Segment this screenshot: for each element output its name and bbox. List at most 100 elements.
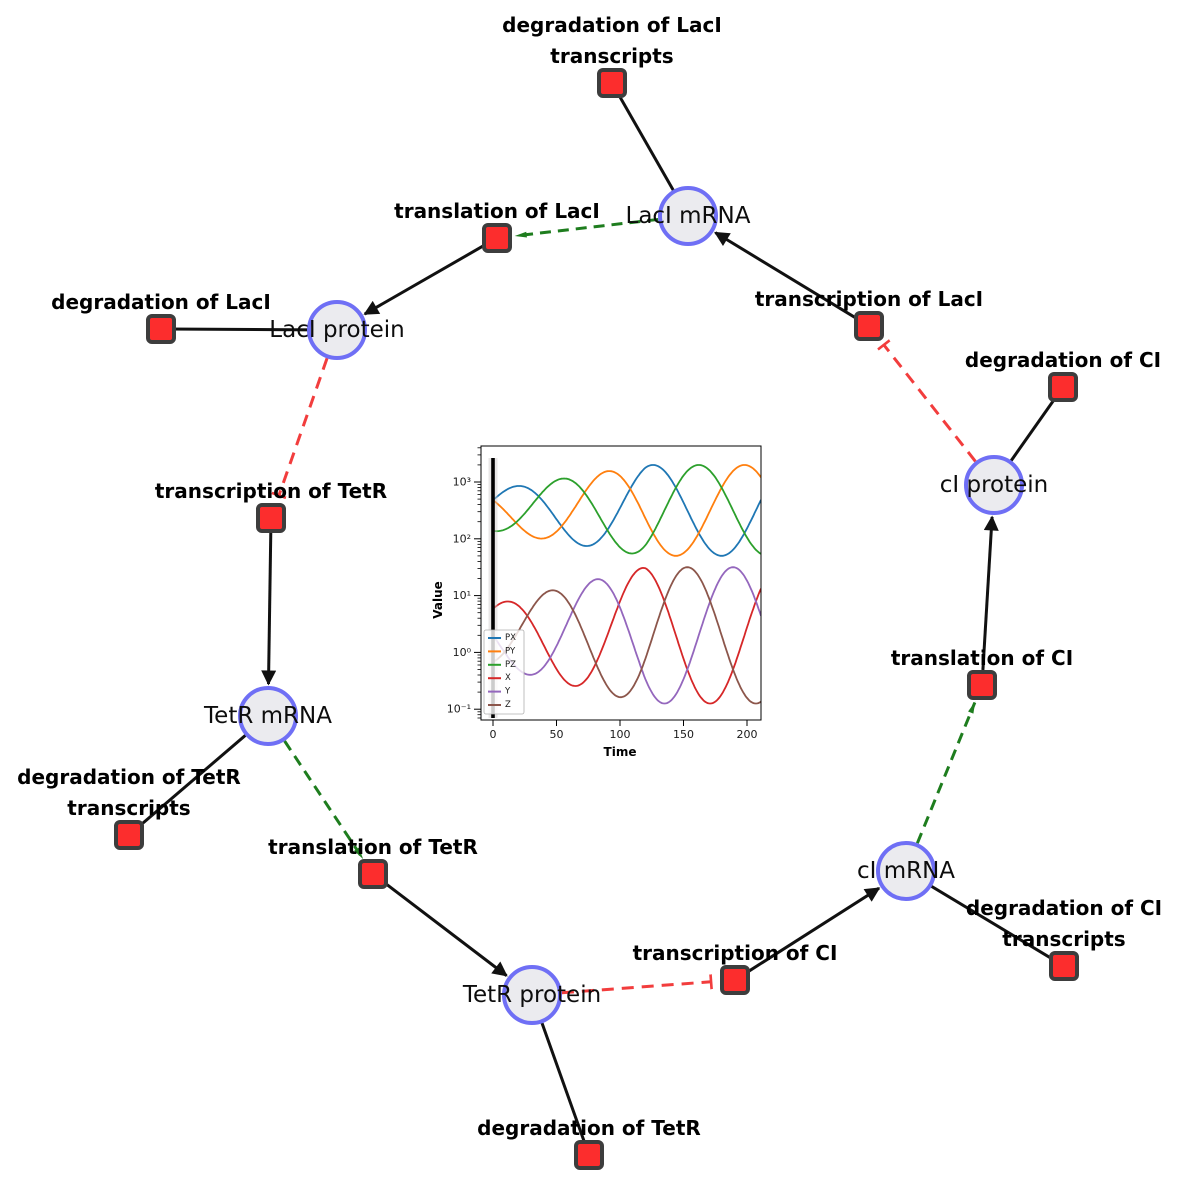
species-node-cI-mRNA[interactable]	[876, 841, 936, 901]
species-node-lacI-mRNA[interactable]	[658, 186, 718, 246]
reaction-square-icon	[482, 223, 512, 253]
edge-line-tetR-protein-to-degradation-of-tetR	[532, 999, 589, 1151]
reaction-label-degradation-of-lacI-transcripts-line0: degradation of LacI	[502, 13, 722, 37]
species-label-lacI-protein: LacI protein	[269, 317, 404, 343]
reaction-node-translation-of-tetR[interactable]	[358, 859, 388, 889]
series-curve-PZ	[492, 464, 761, 555]
legend-label-X: X	[505, 673, 511, 683]
reaction-label-degradation-of-tetR-transcripts-line0: degradation of TetR	[17, 765, 241, 789]
edge-inhibition-tetR-protein-to-transcription-of-cI	[561, 974, 713, 995]
reaction-square-icon	[256, 503, 286, 533]
legend-box	[483, 629, 525, 715]
y-tick-label: 10¹	[453, 589, 471, 602]
species-node-tetR-mRNA[interactable]	[238, 686, 298, 746]
edge-arrow-transcription-of-lacI-to-lacI-mRNA	[714, 231, 857, 320]
reaction-label-degradation-of-lacI-line0: degradation of LacI	[51, 290, 271, 314]
legend-label-PZ: PZ	[505, 660, 516, 670]
y-tick-label: 10⁰	[453, 646, 472, 659]
y-tick-label: 10²	[453, 532, 471, 545]
species-circle-icon	[964, 455, 1024, 515]
series-curve-PY	[492, 464, 761, 557]
reaction-label-degradation-of-cI-transcripts-line1: transcripts	[1002, 927, 1125, 951]
x-tick-label: 150	[673, 728, 694, 741]
edge-activation-cI-mRNA-to-translation-of-cI	[915, 701, 977, 844]
reaction-node-degradation-of-cI[interactable]	[1048, 372, 1078, 402]
reaction-label-transcription-of-lacI-line0: transcription of LacI	[755, 287, 983, 311]
labels-layer: degradation of LacI transcripts translatio…	[17, 13, 1162, 1140]
reaction-label-degradation-of-lacI-transcripts-line1: transcripts	[550, 44, 673, 68]
reaction-label-translation-of-cI-line0: translation of CI	[891, 646, 1073, 670]
series-curve-X	[492, 566, 761, 705]
reaction-label-degradation-of-tetR-transcripts-line1: transcripts	[67, 796, 190, 820]
edge-arrow-transcription-of-tetR-to-tetR-mRNA	[261, 532, 277, 686]
reaction-label-translation-of-tetR-line0: translation of TetR	[268, 835, 478, 859]
reaction-label-translation-of-lacI-line0: translation of LacI	[394, 199, 600, 223]
reaction-square-icon	[574, 1140, 604, 1170]
reaction-node-degradation-of-tetR-transcripts[interactable]	[114, 820, 144, 850]
reaction-label-degradation-of-tetR-line0: degradation of TetR	[477, 1116, 701, 1140]
reaction-square-icon	[720, 965, 750, 995]
reaction-square-icon	[1048, 372, 1078, 402]
series-curve-PX	[492, 464, 761, 557]
reaction-node-transcription-of-cI[interactable]	[720, 965, 750, 995]
axes-box	[480, 445, 762, 721]
species-circle-icon	[502, 965, 562, 1025]
series-curve-Z	[492, 566, 761, 705]
y-tick-label: 10⁻¹	[447, 703, 471, 716]
species-circle-icon	[658, 186, 718, 246]
reaction-square-icon	[854, 311, 884, 341]
reaction-label-transcription-of-cI-line0: transcription of CI	[633, 941, 838, 965]
edge-line-lacI-protein-to-degradation-of-lacI	[165, 327, 333, 332]
reaction-node-degradation-of-lacI[interactable]	[146, 314, 176, 344]
reaction-square-icon	[967, 670, 997, 700]
reaction-node-translation-of-lacI[interactable]	[482, 223, 512, 253]
x-tick-label: 200	[737, 728, 758, 741]
edge-inhibition-cI-protein-to-transcription-of-lacI	[877, 339, 977, 463]
plot-legend: PX PY PZ XYZ	[483, 629, 525, 715]
nodes-layer	[114, 68, 1079, 1170]
species-circle-icon	[238, 686, 298, 746]
x-tick-label: 100	[610, 728, 631, 741]
reaction-node-translation-of-cI[interactable]	[967, 670, 997, 700]
edge-arrow-transcription-of-cI-to-cI-mRNA	[746, 886, 881, 974]
edge-arrow-translation-of-tetR-to-tetR-protein	[384, 881, 508, 977]
edge-activation-tetR-mRNA-to-translation-of-tetR	[283, 740, 364, 860]
edge-line-cI-mRNA-to-degradation-of-cI-transcripts	[909, 872, 1061, 965]
reaction-node-degradation-of-tetR[interactable]	[574, 1140, 604, 1170]
x-tick-label: 50	[550, 728, 564, 741]
reaction-label-degradation-of-cI-line0: degradation of CI	[965, 348, 1161, 372]
species-label-cI-protein: cI protein	[940, 472, 1049, 498]
species-node-cI-protein[interactable]	[964, 455, 1024, 515]
species-node-lacI-protein[interactable]	[307, 300, 367, 360]
species-label-lacI-mRNA: LacI mRNA	[626, 203, 751, 229]
reaction-square-icon	[358, 859, 388, 889]
reaction-label-transcription-of-tetR-line0: transcription of TetR	[155, 479, 387, 503]
y-axis-title: Value	[431, 581, 445, 619]
legend-label-Y: Y	[504, 687, 511, 697]
x-tick-label: 0	[490, 728, 497, 741]
series-curve-Y	[492, 566, 761, 705]
species-node-tetR-protein[interactable]	[502, 965, 562, 1025]
edge-inhibition-lacI-protein-to-transcription-of-tetR	[271, 357, 329, 500]
species-label-tetR-mRNA: TetR mRNA	[203, 703, 332, 729]
edge-activation-lacI-mRNA-to-translation-of-lacI	[514, 217, 659, 238]
species-circle-icon	[307, 300, 367, 360]
legend-label-Z: Z	[505, 700, 511, 710]
reaction-node-degradation-of-lacI-transcripts[interactable]	[597, 68, 627, 98]
reaction-square-icon	[597, 68, 627, 98]
edge-line-tetR-mRNA-to-degradation-of-tetR-transcripts	[131, 718, 266, 833]
legend-label-PX: PX	[505, 633, 516, 643]
reaction-square-icon	[146, 314, 176, 344]
y-tick-label: 10³	[453, 476, 471, 489]
reaction-node-degradation-of-cI-transcripts[interactable]	[1049, 951, 1079, 981]
legend-label-PY: PY	[505, 646, 516, 656]
reaction-square-icon	[114, 820, 144, 850]
reaction-node-transcription-of-lacI[interactable]	[854, 311, 884, 341]
x-axis-title: Time	[604, 745, 637, 759]
species-circle-icon	[876, 841, 936, 901]
reaction-square-icon	[1049, 951, 1079, 981]
reaction-node-transcription-of-tetR[interactable]	[256, 503, 286, 533]
